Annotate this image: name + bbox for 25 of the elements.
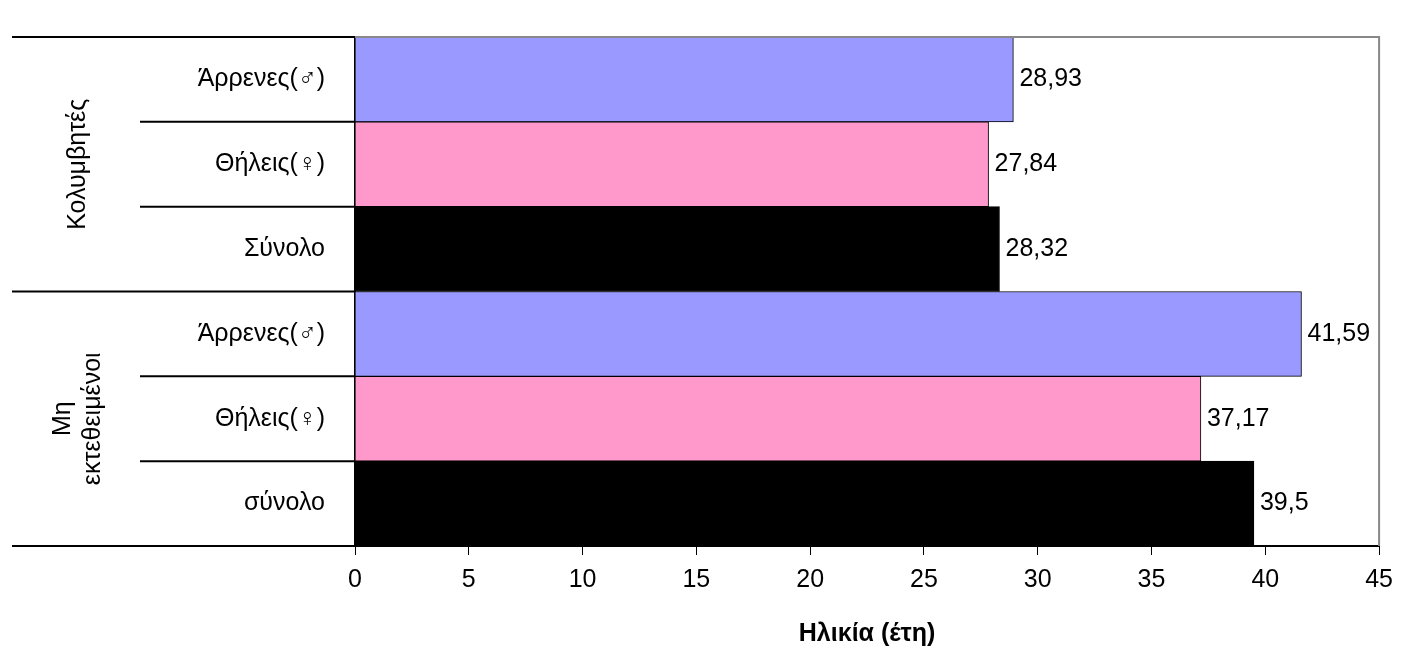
x-tick-label: 5 — [461, 563, 476, 592]
x-tick-label: 35 — [1137, 563, 1166, 592]
text: Μη εκτεθειμένοι — [46, 352, 105, 486]
y-tick-label: Άρρενες(♂) — [197, 63, 325, 92]
text: Κολυμβητές — [61, 98, 90, 230]
x-tick-label: 20 — [796, 563, 825, 592]
data-label: 41,59 — [1307, 317, 1371, 346]
x-tick-label: 30 — [1023, 563, 1052, 592]
data-label: 27,84 — [994, 148, 1058, 177]
x-tick-label: 45 — [1365, 563, 1393, 592]
y-tick-label: σύνολο — [243, 487, 325, 516]
y-tick-label: Θήλεις(♀) — [215, 402, 325, 431]
x-tick-label: 25 — [910, 563, 938, 592]
y-tick-label: Σύνολο — [243, 232, 325, 261]
x-tick-label: 15 — [682, 563, 711, 592]
x-tick-label: 10 — [568, 563, 597, 592]
data-label: 37,17 — [1206, 402, 1270, 431]
y-tick-label: Θήλεις(♀) — [215, 148, 325, 177]
y-tick-label: Άρρενες(♂) — [197, 317, 325, 346]
x-tick-label: 40 — [1251, 563, 1280, 592]
data-label: 28,32 — [1005, 232, 1069, 261]
x-axis-title: Ηλικία (έτη) — [798, 617, 936, 646]
x-tick-label: 0 — [348, 563, 362, 592]
data-label: 39,5 — [1259, 487, 1309, 516]
data-label: 28,93 — [1019, 63, 1082, 92]
